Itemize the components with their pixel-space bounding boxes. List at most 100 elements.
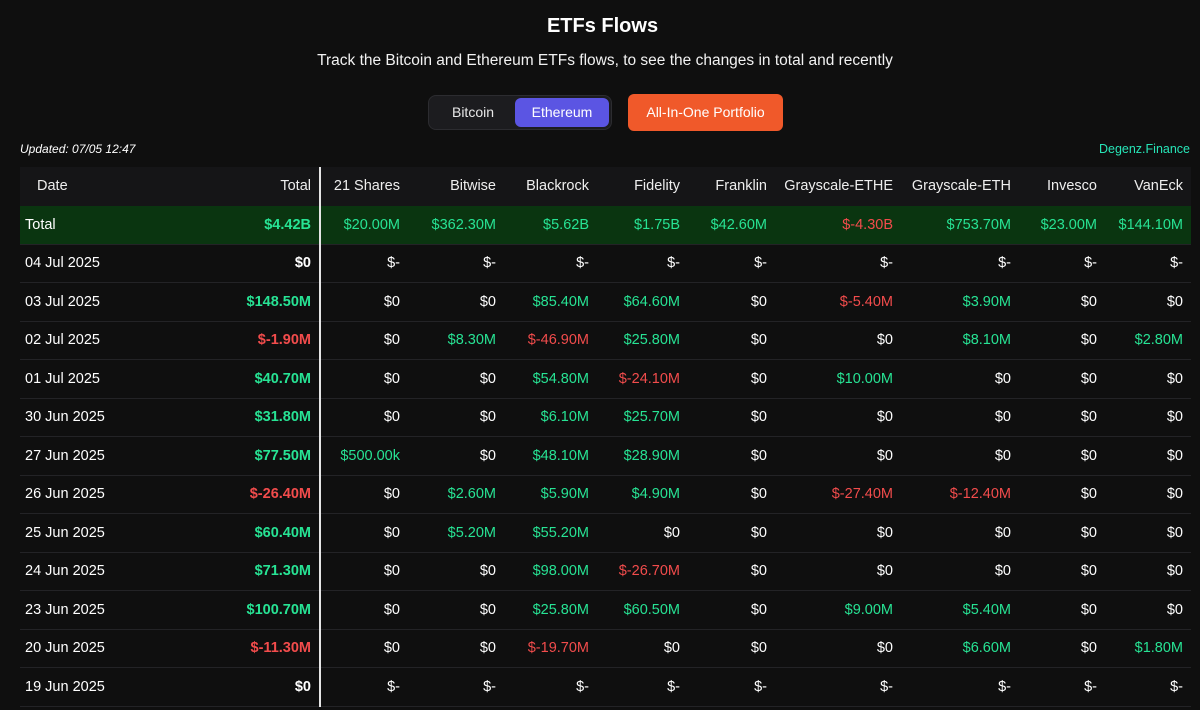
cell-bitwise: $0 [479, 409, 496, 426]
column-header-vaneck[interactable]: VanEck [1134, 178, 1183, 195]
column-header-franklin[interactable]: Franklin [715, 178, 767, 195]
cell-fidelity: $25.80M [623, 332, 680, 349]
cell-total: $148.50M [124, 282, 321, 321]
cell-invesco: $- [1084, 255, 1097, 272]
date-cell: 20 Jun 2025 [25, 640, 105, 657]
cell-total: $60.40M [124, 513, 321, 552]
cell-grayscale-eth: $8.10M [962, 332, 1011, 349]
cell-vaneck: $144.10M [1118, 216, 1184, 233]
cell-grayscale-ethe: $0 [876, 524, 893, 541]
date-cell: 01 Jul 2025 [25, 370, 100, 387]
table-header-row: Date Total 21 Shares Bitwise Blackrock Fideli… [20, 167, 1191, 206]
brand-link[interactable]: Degenz.Finance [1098, 142, 1190, 156]
cell-franklin: $0 [750, 293, 767, 310]
cell-fidelity: $64.60M [623, 293, 680, 310]
date-cell: 23 Jun 2025 [25, 601, 105, 618]
cell-grayscale-ethe: $10.00M [836, 370, 893, 387]
column-header-21-shares[interactable]: 21 Shares [333, 178, 400, 195]
cell-bitwise: $0 [479, 563, 496, 580]
cell-total: $100.70M [124, 590, 321, 629]
etf-flows-table: Date Total 21 Shares Bitwise Blackrock Fideli… [20, 167, 1191, 707]
column-header-date[interactable]: Date [37, 178, 68, 195]
cell-vaneck: $0 [1166, 293, 1183, 310]
cell-franklin: $0 [750, 563, 767, 580]
cell-invesco: $0 [1080, 563, 1097, 580]
cell-franklin: $0 [750, 486, 767, 503]
cell-vaneck: $1.80M [1134, 640, 1183, 657]
cell-grayscale-ethe: $0 [876, 332, 893, 349]
cell-fidelity: $60.50M [623, 601, 680, 618]
cell-franklin: $0 [750, 524, 767, 541]
cell-vaneck: $0 [1166, 409, 1183, 426]
date-cell: 24 Jun 2025 [25, 563, 105, 580]
cell-grayscale-ethe: $9.00M [844, 601, 893, 618]
cell-invesco: $0 [1080, 447, 1097, 464]
cell-blackrock: $5.90M [540, 486, 589, 503]
cell-grayscale-ethe: $0 [876, 563, 893, 580]
cell-fidelity: $-24.10M [618, 370, 680, 387]
column-header-fidelity[interactable]: Fidelity [634, 178, 680, 195]
etf-flows-table-container: Date Total 21 Shares Bitwise Blackrock Fideli… [20, 167, 1191, 707]
date-cell: 04 Jul 2025 [25, 255, 100, 272]
column-header-blackrock[interactable]: Blackrock [526, 178, 589, 195]
cell-invesco: $0 [1080, 293, 1097, 310]
cell-vaneck: $- [1170, 255, 1183, 272]
table-row: 24 Jun 2025 $71.30M $0 $0 $98.00M $-26.70M $0 $… [20, 552, 1191, 591]
cell-blackrock: $55.20M [532, 524, 589, 541]
cell-fidelity: $- [667, 255, 680, 272]
cell-franklin: $- [754, 255, 767, 272]
cell-blackrock: $- [576, 255, 589, 272]
cell-vaneck: $0 [1166, 524, 1183, 541]
ethereum-tab[interactable]: Ethereum [515, 98, 609, 127]
total-row: Total $4.42B $20.00M $362.30M $5.62B $1.75B $4… [20, 205, 1191, 244]
cell-total: $-1.90M [124, 321, 321, 360]
cell-total: $0 [124, 667, 321, 706]
cell-invesco: $0 [1080, 332, 1097, 349]
cell-blackrock: $-19.70M [527, 640, 589, 657]
cell-grayscale-eth: $6.60M [962, 640, 1011, 657]
cell-grayscale-eth: $0 [994, 563, 1011, 580]
cell-blackrock: $54.80M [532, 370, 589, 387]
table-row: 23 Jun 2025 $100.70M $0 $0 $25.80M $60.50M $0 $… [20, 590, 1191, 629]
cell-invesco: $- [1084, 678, 1097, 695]
cell-21-shares: $0 [383, 563, 400, 580]
cell-grayscale-eth: $- [998, 678, 1011, 695]
cell-franklin: $0 [750, 370, 767, 387]
column-header-grayscale-eth[interactable]: Grayscale-ETH [911, 178, 1011, 195]
asset-toggle: Bitcoin Ethereum [428, 95, 612, 130]
cell-fidelity: $0 [663, 524, 680, 541]
bitcoin-tab[interactable]: Bitcoin [451, 104, 495, 120]
all-in-one-portfolio-button[interactable]: All-In-One Portfolio [628, 94, 783, 131]
table-row: 30 Jun 2025 $31.80M $0 $0 $6.10M $25.70M $0 $0 $… [20, 398, 1191, 437]
cell-blackrock: $85.40M [532, 293, 589, 310]
table-row: 19 Jun 2025 $0 $- $- $- $- $- $- $- $- $- [20, 667, 1191, 706]
cell-bitwise: $0 [479, 447, 496, 464]
cell-21-shares: $0 [383, 409, 400, 426]
cell-fidelity: $4.90M [631, 486, 680, 503]
cell-grayscale-eth: $0 [994, 524, 1011, 541]
cell-grayscale-ethe: $-27.40M [831, 486, 893, 503]
date-cell: 25 Jun 2025 [25, 524, 105, 541]
table-row: 03 Jul 2025 $148.50M $0 $0 $85.40M $64.60M $0 $… [20, 282, 1191, 321]
column-header-total[interactable]: Total [124, 167, 321, 206]
cell-grayscale-eth: $0 [994, 409, 1011, 426]
column-header-invesco[interactable]: Invesco [1047, 178, 1097, 195]
cell-total: $-11.30M [124, 629, 321, 668]
cell-franklin: $0 [750, 332, 767, 349]
column-header-grayscale-ethe[interactable]: Grayscale-ETHE [784, 178, 893, 195]
cell-vaneck: $0 [1166, 447, 1183, 464]
cell-blackrock: $- [576, 678, 589, 695]
cell-fidelity: $-26.70M [618, 563, 680, 580]
cell-grayscale-ethe: $-4.30B [842, 216, 893, 233]
cell-bitwise: $2.60M [447, 486, 496, 503]
cell-grayscale-ethe: $0 [876, 447, 893, 464]
column-header-bitwise[interactable]: Bitwise [450, 178, 496, 195]
cell-21-shares: $0 [383, 332, 400, 349]
cell-21-shares: $- [387, 255, 400, 272]
cell-blackrock: $48.10M [532, 447, 589, 464]
table-row: 02 Jul 2025 $-1.90M $0 $8.30M $-46.90M $25.80… [20, 321, 1191, 360]
cell-grayscale-eth: $5.40M [962, 601, 1011, 618]
date-cell: 02 Jul 2025 [25, 332, 100, 349]
date-cell: 27 Jun 2025 [25, 447, 105, 464]
cell-blackrock: $25.80M [532, 601, 589, 618]
